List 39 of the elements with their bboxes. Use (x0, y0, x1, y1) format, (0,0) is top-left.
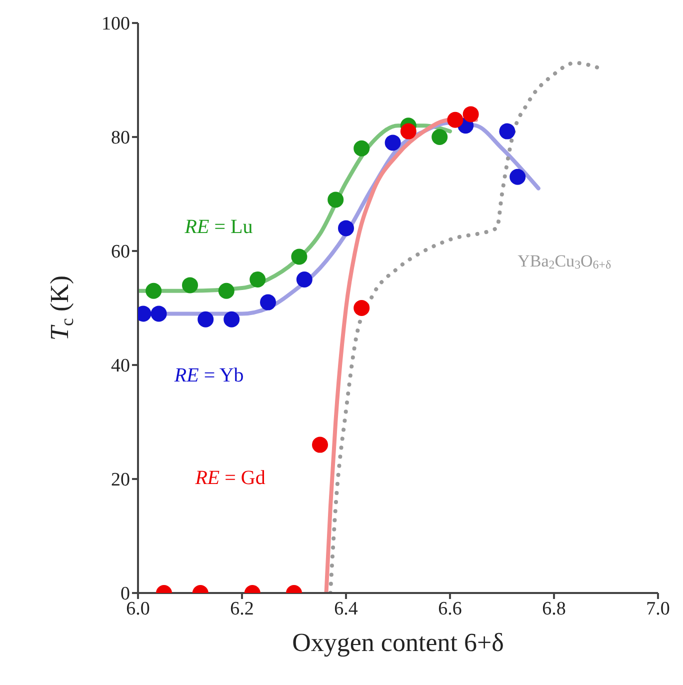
point (447, 112, 464, 128)
x-tick-label: 6.2 (230, 598, 254, 620)
x-tick-label: 6.6 (438, 598, 462, 620)
y-tick-label: 100 (102, 14, 130, 35)
point (250, 272, 266, 288)
line-series (138, 124, 452, 293)
point (198, 311, 214, 328)
x-tick-label: 6.4 (334, 598, 358, 620)
point (260, 294, 276, 310)
point (499, 123, 516, 140)
x-tick-label: 7.0 (646, 598, 670, 620)
point (400, 123, 416, 140)
point (432, 129, 448, 145)
point (146, 282, 162, 299)
y-tick-label: 60 (111, 242, 130, 263)
x-tick-label: 6.0 (126, 598, 150, 620)
y-tick-label: 40 (111, 356, 130, 377)
point (384, 134, 401, 151)
x-tick-label: 6.8 (542, 598, 566, 620)
point (218, 282, 234, 299)
point (182, 277, 198, 294)
y-tick-label: 20 (111, 470, 130, 491)
point (312, 436, 328, 453)
point (328, 192, 344, 208)
text: RE = Gd (194, 466, 266, 489)
series-label: RE = Yb (173, 364, 244, 386)
x-axis-title: Oxygen content 6+δ (292, 628, 504, 657)
y-tick-label: 80 (111, 128, 130, 149)
point (510, 168, 526, 185)
point (462, 106, 479, 122)
point (150, 306, 167, 322)
series-label: YBa$_{2}$Cu$_{3}$O$_{6+δ}$ (518, 251, 612, 272)
point (296, 272, 312, 288)
point (224, 311, 240, 328)
point (338, 220, 354, 236)
point (354, 140, 370, 156)
point (291, 248, 308, 265)
point (354, 300, 370, 316)
series-label: RE = Lu (184, 216, 253, 238)
